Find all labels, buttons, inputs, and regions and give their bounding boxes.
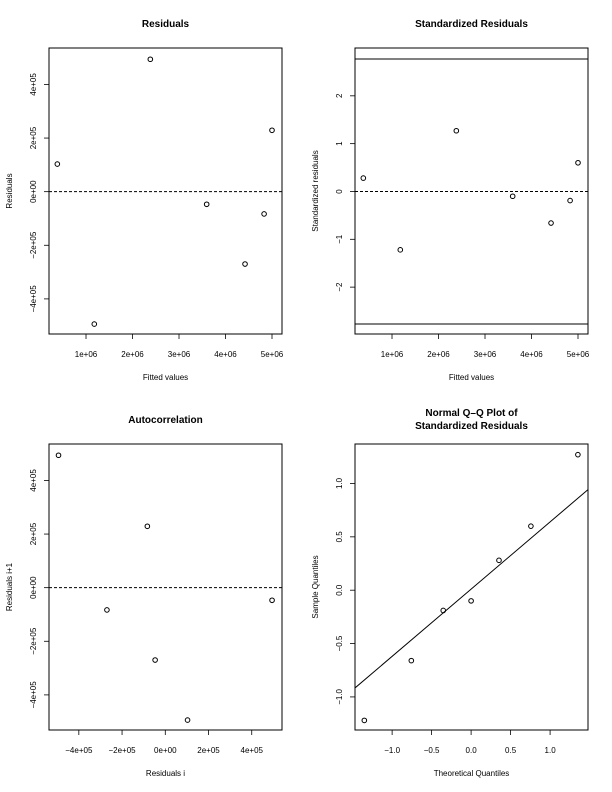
data-point bbox=[528, 523, 534, 529]
chart-title: Residuals bbox=[142, 19, 190, 30]
y-tick-label: 1 bbox=[335, 141, 344, 146]
y-tick-label: 0.0 bbox=[335, 584, 344, 596]
x-tick-label: 0.0 bbox=[466, 746, 478, 755]
x-tick-label: −4e+05 bbox=[65, 746, 93, 755]
data-point bbox=[440, 607, 447, 614]
data-point bbox=[91, 321, 98, 327]
data-point bbox=[104, 607, 110, 613]
chart-panel-1: Residuals 1e+06 2e+06 3e+06 4e+06 5e+06 −4e+05… bbox=[5, 19, 284, 382]
chart-panel-2: Standardized Residuals 1e+06 2e+06 3e+06 4e+… bbox=[311, 19, 590, 382]
data-point bbox=[548, 220, 554, 226]
x-tick-label: 5e+06 bbox=[261, 350, 284, 359]
plot-frame bbox=[48, 47, 283, 335]
x-tick-label: 1e+06 bbox=[75, 350, 98, 359]
x-axis-label: Fitted values bbox=[143, 373, 188, 382]
data-point bbox=[575, 451, 581, 458]
y-tick-label: −4e+05 bbox=[29, 681, 38, 709]
x-tick-label: 2e+05 bbox=[197, 746, 220, 755]
x-tick-label: 3e+06 bbox=[474, 350, 497, 359]
y-tick-label: 4e+05 bbox=[29, 469, 38, 492]
y-tick-label: 2e+05 bbox=[29, 522, 38, 545]
chart-panel-3: Autocorrelation −4e+05 −2e+05 0e+00 2e+05 4e+… bbox=[5, 415, 283, 778]
data-point bbox=[453, 127, 460, 134]
x-tick-label: 5e+06 bbox=[567, 350, 590, 359]
y-tick-label: −2e+05 bbox=[29, 627, 38, 655]
x-tick-label: 0e+00 bbox=[154, 746, 177, 755]
x-tick-label: −1.0 bbox=[384, 746, 400, 755]
plot-frame bbox=[354, 443, 589, 731]
data-point bbox=[408, 657, 415, 664]
y-tick-label: 0e+00 bbox=[29, 180, 38, 203]
x-tick-label: 4e+06 bbox=[520, 350, 543, 359]
chart-title: Standardized Residuals bbox=[415, 19, 528, 30]
qq-reference-line bbox=[355, 489, 588, 689]
x-tick-label: −2e+05 bbox=[108, 746, 136, 755]
y-axis-label: Residuals bbox=[5, 173, 14, 208]
x-tick-label: 2e+06 bbox=[427, 350, 450, 359]
x-tick-label: 0.5 bbox=[505, 746, 517, 755]
y-tick-label: −0.5 bbox=[335, 635, 344, 651]
data-point bbox=[360, 175, 367, 181]
x-axis-label: Residuals i bbox=[146, 769, 185, 778]
data-point bbox=[468, 598, 474, 604]
y-tick-label: −1 bbox=[335, 234, 344, 244]
x-tick-label: 2e+06 bbox=[121, 350, 144, 359]
data-point bbox=[496, 557, 502, 564]
data-point bbox=[144, 523, 151, 530]
data-point bbox=[184, 717, 191, 723]
data-point bbox=[269, 597, 275, 604]
data-point bbox=[397, 247, 404, 253]
y-axis-label: Standardized residuals bbox=[311, 150, 320, 231]
chart-panel-4: Normal Q–Q Plot of Standardized Residuals… bbox=[311, 408, 589, 778]
y-tick-label: 0 bbox=[335, 189, 344, 194]
data-point bbox=[54, 161, 61, 167]
data-point bbox=[55, 452, 62, 459]
y-tick-label: 1.0 bbox=[335, 477, 344, 489]
y-tick-label: −2e+05 bbox=[29, 231, 38, 259]
x-tick-label: 4e+05 bbox=[241, 746, 264, 755]
y-tick-label: 0.5 bbox=[335, 531, 344, 543]
x-axis-label: Theoretical Quantiles bbox=[434, 769, 510, 778]
data-point bbox=[575, 159, 581, 166]
y-tick-label: −2 bbox=[335, 282, 344, 292]
data-point bbox=[261, 211, 267, 217]
x-tick-label: −0.5 bbox=[424, 746, 440, 755]
y-tick-label: 2 bbox=[335, 93, 344, 98]
y-axis-label: Sample Quantiles bbox=[311, 555, 320, 618]
x-tick-label: 4e+06 bbox=[214, 350, 237, 359]
chart-title: Standardized Residuals bbox=[415, 421, 528, 432]
y-tick-label: −1.0 bbox=[335, 688, 344, 704]
data-point bbox=[242, 261, 248, 267]
y-tick-label: −4e+05 bbox=[29, 285, 38, 313]
data-point bbox=[147, 56, 154, 63]
data-point bbox=[203, 201, 210, 208]
data-point bbox=[269, 127, 275, 134]
chart-title: Normal Q–Q Plot of bbox=[425, 408, 518, 419]
data-point bbox=[567, 197, 573, 204]
data-point bbox=[361, 717, 368, 724]
x-axis-label: Fitted values bbox=[449, 373, 494, 382]
x-tick-label: 3e+06 bbox=[168, 350, 191, 359]
y-axis-label: Residuals i+1 bbox=[5, 562, 14, 611]
x-tick-label: 1.0 bbox=[545, 746, 557, 755]
y-tick-label: 2e+05 bbox=[29, 126, 38, 149]
y-tick-label: 0e+00 bbox=[29, 576, 38, 599]
plot-frame bbox=[48, 443, 283, 731]
x-tick-label: 1e+06 bbox=[381, 350, 404, 359]
y-tick-label: 4e+05 bbox=[29, 73, 38, 96]
data-point bbox=[152, 657, 158, 663]
data-point bbox=[509, 193, 516, 200]
chart-title: Autocorrelation bbox=[128, 415, 202, 426]
